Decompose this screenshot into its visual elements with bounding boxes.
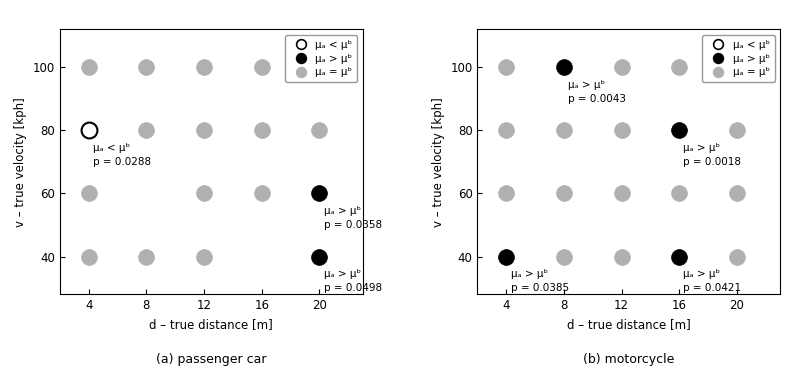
Point xyxy=(730,254,743,259)
Point xyxy=(255,127,268,133)
Point xyxy=(500,64,513,70)
Legend: μₐ < μᵇ, μₐ > μᵇ, μₐ = μᵇ: μₐ < μᵇ, μₐ > μᵇ, μₐ = μᵇ xyxy=(702,35,774,82)
Point xyxy=(198,127,210,133)
Point xyxy=(140,254,153,259)
Point xyxy=(673,64,686,70)
Point xyxy=(198,191,210,197)
Point xyxy=(313,191,326,197)
Text: μₐ > μᵇ
p = 0.0043: μₐ > μᵇ p = 0.0043 xyxy=(568,80,626,104)
Text: μₐ > μᵇ
p = 0.0421: μₐ > μᵇ p = 0.0421 xyxy=(683,269,742,293)
Point xyxy=(82,254,95,259)
Point xyxy=(198,64,210,70)
Point xyxy=(615,64,628,70)
Legend: μₐ < μᵇ, μₐ > μᵇ, μₐ = μᵇ: μₐ < μᵇ, μₐ > μᵇ, μₐ = μᵇ xyxy=(285,35,358,82)
Point xyxy=(558,191,570,197)
Point xyxy=(673,127,686,133)
Y-axis label: v – true velocity [kph]: v – true velocity [kph] xyxy=(432,97,445,227)
Point xyxy=(673,254,686,259)
Point xyxy=(140,64,153,70)
Point xyxy=(313,127,326,133)
Point xyxy=(500,127,513,133)
Text: (a) passenger car: (a) passenger car xyxy=(156,353,266,366)
Point xyxy=(500,191,513,197)
Point xyxy=(558,127,570,133)
Point xyxy=(615,127,628,133)
Y-axis label: v – true velocity [kph]: v – true velocity [kph] xyxy=(14,97,27,227)
Point xyxy=(313,64,326,70)
Point xyxy=(730,191,743,197)
X-axis label: d – true distance [m]: d – true distance [m] xyxy=(567,318,690,331)
Point xyxy=(82,64,95,70)
Point xyxy=(313,254,326,259)
Point xyxy=(140,127,153,133)
Text: μₐ > μᵇ
p = 0.0385: μₐ > μᵇ p = 0.0385 xyxy=(510,269,569,293)
Text: μₐ > μᵇ
p = 0.0498: μₐ > μᵇ p = 0.0498 xyxy=(324,269,382,293)
Point xyxy=(615,191,628,197)
Text: μₐ > μᵇ
p = 0.0018: μₐ > μᵇ p = 0.0018 xyxy=(683,143,742,167)
Point xyxy=(730,127,743,133)
Point xyxy=(82,127,95,133)
Point xyxy=(198,254,210,259)
X-axis label: d – true distance [m]: d – true distance [m] xyxy=(150,318,273,331)
Point xyxy=(500,254,513,259)
Point xyxy=(558,254,570,259)
Point xyxy=(730,64,743,70)
Point xyxy=(255,191,268,197)
Point xyxy=(82,191,95,197)
Point xyxy=(673,191,686,197)
Text: μₐ < μᵇ
p = 0.0288: μₐ < μᵇ p = 0.0288 xyxy=(93,143,151,167)
Point xyxy=(255,64,268,70)
Point xyxy=(558,64,570,70)
Point xyxy=(615,254,628,259)
Text: (b) motorcycle: (b) motorcycle xyxy=(583,353,674,366)
Text: μₐ > μᵇ
p = 0.0358: μₐ > μᵇ p = 0.0358 xyxy=(324,206,382,230)
